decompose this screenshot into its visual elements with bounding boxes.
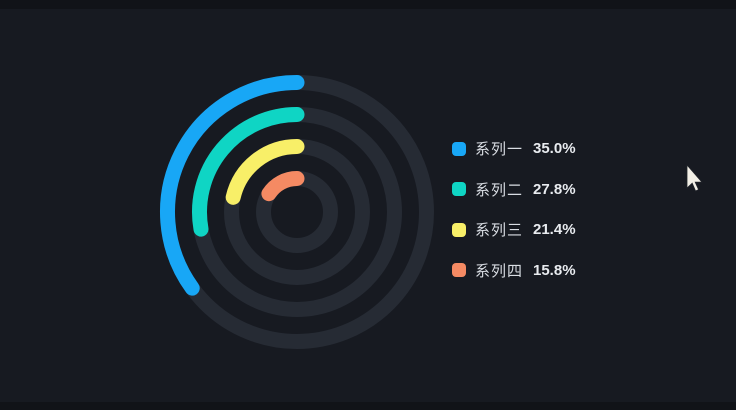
legend-item-4[interactable]: 系列四 15.8% <box>452 258 576 283</box>
ring-arc-1[interactable] <box>160 75 305 296</box>
legend-marker <box>452 141 466 156</box>
ring-arc-4[interactable] <box>261 171 305 202</box>
legend-item-1[interactable]: 系列一 35.0% <box>452 136 576 161</box>
legend-marker <box>452 222 466 237</box>
legend-series-label: 系列一 <box>475 141 524 158</box>
legend-percent-value: 21.4% <box>533 221 576 238</box>
legend-item-2[interactable]: 系列二 27.8% <box>452 177 576 202</box>
legend-series-label: 系列二 <box>475 181 524 199</box>
legend-series-label: 系列四 <box>475 262 524 280</box>
legend-percent-value: 35.0% <box>533 140 576 157</box>
legend-percent-value: 27.8% <box>533 180 576 198</box>
legend-series-label: 系列三 <box>475 222 524 239</box>
legend-percent-value: 15.8% <box>533 261 576 279</box>
legend-marker <box>452 182 466 196</box>
ring-arc-2[interactable] <box>192 107 305 237</box>
bottom-edge-strip <box>0 402 736 410</box>
legend-item-3[interactable]: 系列三 21.4% <box>452 217 576 242</box>
top-edge-strip <box>0 0 736 9</box>
ring-arc-3[interactable] <box>225 139 305 205</box>
chart-legend: 系列一 35.0% 系列二 27.8% 系列三 21.4% 系列四 15.8% <box>452 136 576 283</box>
legend-marker <box>452 263 466 277</box>
mouse-cursor-icon <box>686 165 703 192</box>
